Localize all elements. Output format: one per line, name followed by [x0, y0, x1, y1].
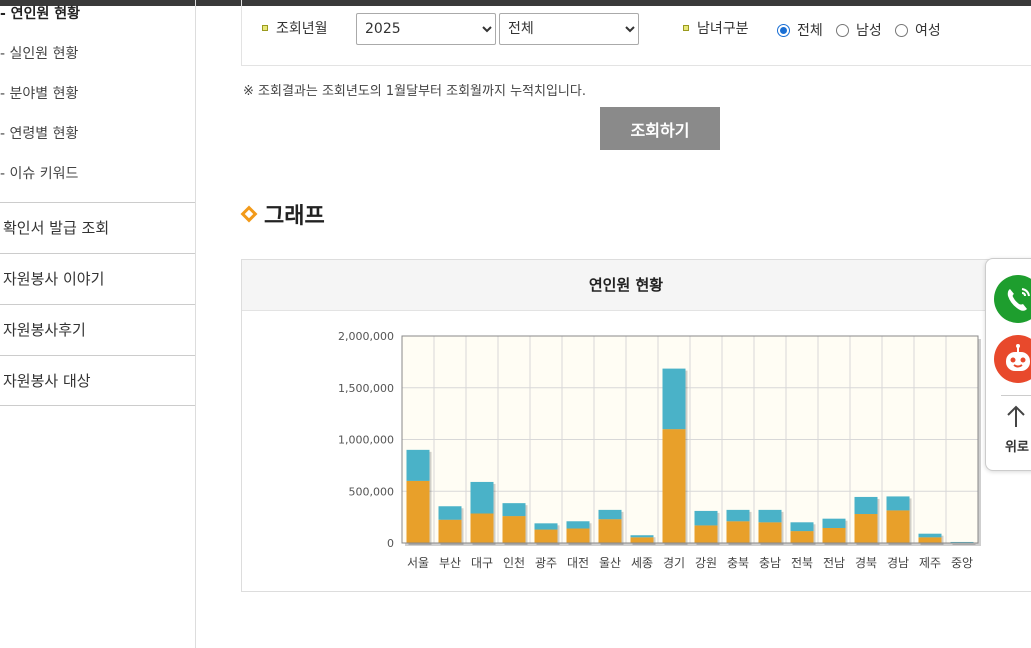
x-tick-label: 인천: [503, 555, 525, 570]
quick-panel: 위로: [985, 258, 1031, 471]
chart-title: 연인원 현황: [242, 260, 1031, 311]
bar-대구-1: [470, 481, 494, 514]
x-tick-label: 경남: [887, 556, 909, 570]
x-tick-label: 광주: [535, 556, 557, 570]
x-tick-label: 전북: [791, 556, 813, 570]
bar-전북-0: [790, 531, 814, 543]
gender-label: 남녀구분: [683, 18, 749, 38]
search-form: 조회년월 2025 전체 남녀구분 전체 남성 여성: [241, 0, 1031, 66]
bar-전남-1: [822, 518, 846, 528]
bar-울산-1: [598, 509, 622, 520]
chatbot-button[interactable]: [994, 335, 1031, 383]
bar-강원-0: [694, 525, 718, 543]
bar-chart: 2,000,000 1,500,000 1,000,000 500,000 0 서울 부산 대…: [338, 330, 981, 570]
sidebar-item-certificate[interactable]: 확인서 발급 조회: [0, 202, 195, 253]
bar-충남-1: [758, 509, 782, 523]
graph-section-title: 그래프: [240, 198, 325, 230]
sidebar: - 연인원 현황 - 실인원 현황 - 분야별 현황 - 연령별 현황 - 이슈…: [0, 0, 196, 648]
bar-인천-1: [502, 503, 526, 517]
plot-border: [401, 335, 979, 544]
y-tick-label: 1,000,000: [338, 434, 394, 447]
x-tick-label: 강원: [695, 556, 717, 570]
sidebar-subitem-total-volunteers[interactable]: - 연인원 현황: [0, 6, 80, 22]
year-select[interactable]: 2025: [356, 13, 496, 45]
bar-부산-1: [438, 506, 462, 520]
arrow-up-icon[interactable]: [1005, 404, 1027, 430]
y-tick-label: 1,500,000: [338, 382, 394, 395]
sidebar-subitem-by-age[interactable]: - 연령별 현황: [0, 126, 79, 142]
month-select[interactable]: 전체: [499, 13, 639, 45]
bar-부산-0: [438, 519, 462, 543]
bar-대전-1: [566, 521, 590, 529]
diamond-bullet-icon: [240, 205, 258, 223]
bar-광주-0: [534, 529, 558, 543]
bar-경남-1: [886, 496, 910, 511]
x-tick-label: 대구: [471, 556, 493, 570]
bar-제주-1: [918, 533, 942, 538]
search-button[interactable]: 조회하기: [600, 107, 720, 150]
x-tick-label: 충북: [727, 556, 749, 570]
bar-강원-1: [694, 510, 718, 526]
bar-대전-0: [566, 528, 590, 543]
gender-radio-male[interactable]: 남성: [836, 20, 882, 40]
sidebar-subitem-by-field[interactable]: - 분야별 현황: [0, 86, 79, 102]
chatbot-icon: [1006, 344, 1030, 371]
gender-radio-all[interactable]: 전체: [777, 20, 823, 40]
bar-세종-0: [630, 537, 654, 543]
x-tick-label: 부산: [439, 556, 461, 570]
bar-shadow: [952, 543, 976, 545]
phone-call-button[interactable]: [994, 275, 1031, 323]
radio-unchecked-icon[interactable]: [895, 23, 908, 37]
bar-제주-0: [918, 537, 942, 543]
sidebar-item-reviews[interactable]: 자원봉사후기: [0, 304, 195, 355]
bar-전남-0: [822, 527, 846, 543]
sidebar-subitem-issue-keyword[interactable]: - 이슈 키워드: [0, 166, 79, 182]
phone-icon: [1007, 288, 1030, 311]
x-tick-label: 서울: [407, 556, 429, 570]
x-tick-label: 전남: [823, 556, 845, 570]
sidebar-item-targets[interactable]: 자원봉사 대상: [0, 355, 195, 406]
bar-경기-1: [662, 368, 686, 430]
x-tick-label: 경북: [855, 556, 877, 570]
scroll-top-button[interactable]: 위로: [1005, 440, 1029, 455]
chart-panel: 연인원 현황 2,000,000 1,500,000 1,000,000 500,00…: [241, 259, 1031, 592]
bar-광주-1: [534, 523, 558, 530]
sidebar-item-stories[interactable]: 자원봉사 이야기: [0, 253, 195, 304]
top-bar: [0, 0, 1031, 6]
bar-충북-0: [726, 521, 750, 543]
notice-text: ※ 조회결과는 조회년도의 1월달부터 조회월까지 누적치입니다.: [243, 84, 586, 99]
bar-충북-1: [726, 509, 750, 522]
bar-전북-1: [790, 522, 814, 532]
bar-충남-0: [758, 522, 782, 543]
x-tick-label: 대전: [567, 556, 589, 570]
sidebar-subitem-actual-volunteers[interactable]: - 실인원 현황: [0, 46, 79, 62]
bar-세종-1: [630, 535, 654, 538]
bar-경북-0: [854, 514, 878, 543]
y-tick-label: 500,000: [349, 485, 395, 498]
gender-radio-female[interactable]: 여성: [895, 20, 941, 40]
x-tick-label: 중앙: [951, 556, 973, 570]
x-tick-label: 울산: [599, 556, 621, 570]
radio-checked-icon[interactable]: [777, 23, 790, 37]
x-tick-label: 세종: [631, 556, 653, 570]
bullet-icon: [683, 25, 689, 31]
y-tick-label: 2,000,000: [338, 330, 394, 343]
radio-unchecked-icon[interactable]: [836, 23, 849, 37]
bar-경남-0: [886, 510, 910, 543]
bar-대구-0: [470, 513, 494, 543]
x-tick-label: 제주: [919, 556, 941, 570]
bar-울산-0: [598, 519, 622, 543]
bar-경기-0: [662, 429, 686, 543]
bar-경북-1: [854, 496, 878, 515]
y-tick-label: 0: [387, 537, 394, 550]
bar-중앙-1: [950, 541, 974, 543]
x-tick-label: 경기: [663, 556, 685, 570]
divider: [1001, 395, 1031, 396]
bar-서울-0: [406, 480, 430, 543]
x-tick-label: 충남: [759, 556, 781, 570]
bar-인천-0: [502, 516, 526, 543]
bar-서울-1: [406, 449, 430, 481]
period-label: 조회년월: [262, 18, 328, 38]
bullet-icon: [262, 25, 268, 31]
